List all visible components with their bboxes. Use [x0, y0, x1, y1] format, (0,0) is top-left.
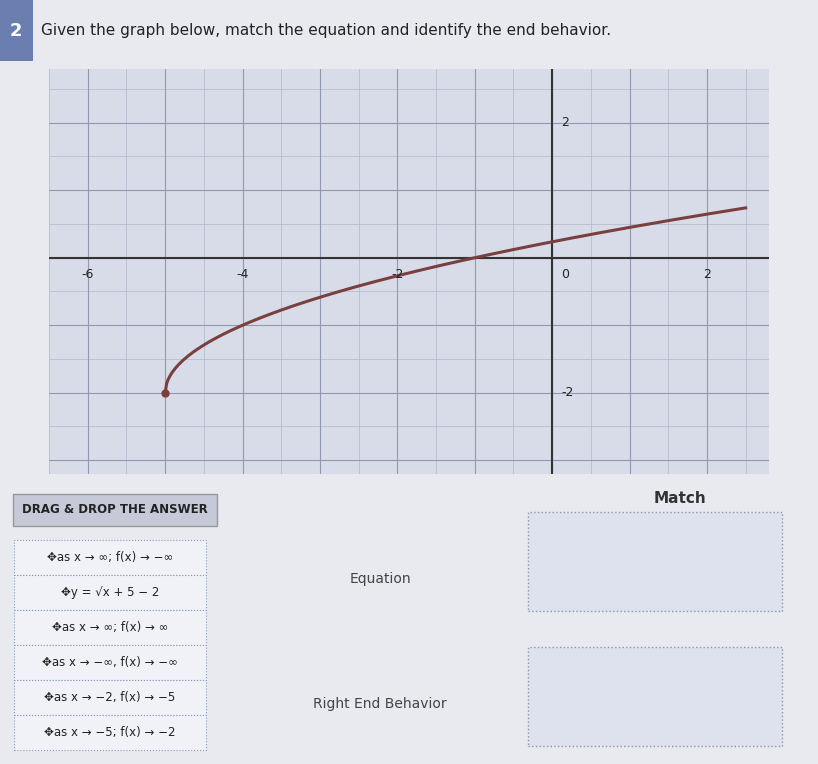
Text: Equation: Equation [349, 571, 411, 586]
Text: 2: 2 [703, 268, 711, 281]
Text: Match: Match [654, 491, 707, 507]
Text: ✥as x → −∞, f(x) → −∞: ✥as x → −∞, f(x) → −∞ [42, 656, 178, 669]
Text: -2: -2 [391, 268, 403, 281]
FancyBboxPatch shape [14, 645, 206, 680]
Text: 0: 0 [561, 268, 569, 281]
Text: Right End Behavior: Right End Behavior [313, 697, 447, 711]
FancyBboxPatch shape [528, 512, 782, 611]
Text: Given the graph below, match the equation and identify the end behavior.: Given the graph below, match the equatio… [41, 23, 611, 38]
FancyBboxPatch shape [0, 0, 33, 61]
FancyBboxPatch shape [14, 715, 206, 750]
FancyBboxPatch shape [14, 539, 206, 575]
Text: ✥as x → ∞; f(x) → ∞: ✥as x → ∞; f(x) → ∞ [52, 621, 169, 634]
Text: ✥as x → ∞; f(x) → −∞: ✥as x → ∞; f(x) → −∞ [47, 551, 173, 564]
FancyBboxPatch shape [14, 575, 206, 610]
Text: -6: -6 [82, 268, 94, 281]
FancyBboxPatch shape [14, 680, 206, 715]
Text: -2: -2 [561, 386, 574, 400]
Text: DRAG & DROP THE ANSWER: DRAG & DROP THE ANSWER [22, 503, 208, 516]
FancyBboxPatch shape [528, 647, 782, 746]
Text: ✥as x → −2, f(x) → −5: ✥as x → −2, f(x) → −5 [44, 691, 176, 704]
Text: -4: -4 [236, 268, 249, 281]
Text: ✥y = √x + 5 − 2: ✥y = √x + 5 − 2 [61, 586, 160, 599]
Text: ✥as x → −5; f(x) → −2: ✥as x → −5; f(x) → −2 [44, 726, 176, 739]
Text: 2: 2 [10, 21, 23, 40]
FancyBboxPatch shape [14, 610, 206, 645]
Text: 2: 2 [561, 116, 569, 129]
FancyBboxPatch shape [13, 494, 217, 526]
